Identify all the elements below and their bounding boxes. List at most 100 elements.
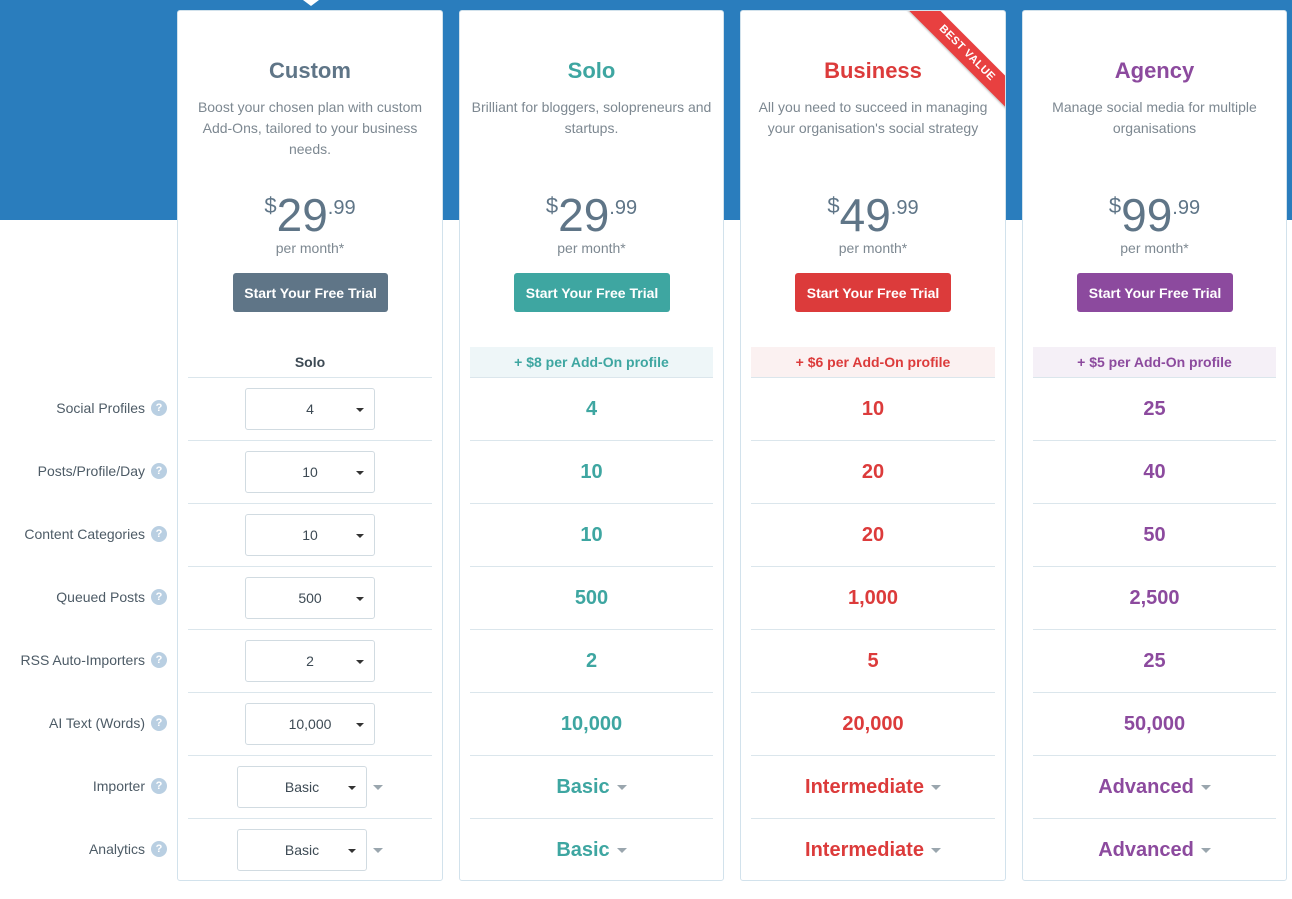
table-row: 25 [1033, 377, 1276, 440]
plan-description: Brilliant for bloggers, solopreneurs and… [471, 99, 712, 136]
help-icon[interactable]: ? [151, 588, 167, 605]
queued-posts-select[interactable]: 500 [245, 577, 375, 619]
table-row-expandable[interactable]: Intermediate [751, 818, 995, 880]
analytics-select[interactable]: Basic [237, 829, 367, 871]
table-row-expandable[interactable]: Basic [470, 818, 713, 880]
chevron-down-icon [1200, 784, 1211, 790]
help-icon[interactable]: ? [151, 399, 167, 416]
table-row: 20 [751, 503, 995, 566]
plan-price: $29.99 [545, 189, 638, 241]
per-month-label: per month* [557, 240, 626, 256]
business-values: 10 20 20 1,000 5 20,000 Intermediate Int… [751, 377, 995, 880]
table-row: 4 [470, 377, 713, 440]
plan-name: Business [824, 58, 922, 83]
table-row: 10,000 [188, 692, 432, 755]
plan-price: $49.99 [827, 189, 919, 241]
table-row: 10,000 [470, 692, 713, 755]
table-row: 40 [1033, 440, 1276, 503]
chevron-down-icon [616, 784, 627, 790]
content-categories-select[interactable]: 10 [245, 514, 375, 556]
chevron-down-icon [356, 408, 364, 412]
importer-select[interactable]: Basic [237, 766, 367, 808]
table-row: 4 [188, 377, 432, 440]
plan-name: Solo [567, 58, 616, 83]
chevron-down-icon [356, 534, 364, 538]
ai-text-select[interactable]: 10,000 [245, 703, 375, 745]
social-profiles-select[interactable]: 4 [245, 388, 375, 430]
table-row-expandable[interactable]: Intermediate [751, 755, 995, 818]
addon-price-label: + $8 per Add-On profile [470, 347, 713, 377]
table-row: 2 [470, 629, 713, 692]
help-icon[interactable]: ? [151, 777, 167, 794]
feature-label-rss-importers: RSS Auto-Importers? [0, 628, 172, 691]
chevron-down-icon [356, 723, 364, 727]
addon-price-label: + $5 per Add-On profile [1033, 347, 1276, 377]
table-row: 500 [470, 566, 713, 629]
feature-label-content-categories: Content Categories? [0, 502, 172, 565]
agency-values: 25 40 50 2,500 25 50,000 Advanced Advanc… [1033, 377, 1276, 880]
plan-card-business: BEST VALUE Business All you need to succ… [740, 10, 1006, 881]
addon-price-label: + $6 per Add-On profile [751, 347, 995, 377]
table-row: Basic [188, 755, 432, 818]
table-row: 25 [1033, 629, 1276, 692]
plan-card-custom: Custom Boost your chosen plan with custo… [177, 10, 443, 881]
expand-caret-icon[interactable] [373, 847, 383, 853]
start-trial-button-business[interactable]: Start Your Free Trial [795, 273, 951, 312]
table-row: 50 [1033, 503, 1276, 566]
chevron-down-icon [356, 471, 364, 475]
plan-description: Boost your chosen plan with custom Add-O… [197, 99, 423, 157]
table-row: 500 [188, 566, 432, 629]
table-row-expandable[interactable]: Advanced [1033, 818, 1276, 880]
plan-description: All you need to succeed in managing your… [758, 99, 988, 136]
chevron-down-icon [930, 784, 941, 790]
table-row: 1,000 [751, 566, 995, 629]
table-row: 10 [751, 377, 995, 440]
chevron-down-icon [930, 847, 941, 853]
start-trial-button-agency[interactable]: Start Your Free Trial [1077, 273, 1233, 312]
table-row: 10 [188, 503, 432, 566]
per-month-label: per month* [1120, 240, 1189, 256]
posts-per-day-select[interactable]: 10 [245, 451, 375, 493]
feature-label-ai-text: AI Text (Words)? [0, 691, 172, 754]
chevron-down-icon [348, 849, 356, 853]
chevron-down-icon [616, 847, 627, 853]
table-row: 20,000 [751, 692, 995, 755]
solo-values: 4 10 10 500 2 10,000 Basic Basic [470, 377, 713, 880]
help-icon[interactable]: ? [151, 525, 167, 542]
table-row-expandable[interactable]: Basic [470, 755, 713, 818]
per-month-label: per month* [838, 240, 908, 256]
table-row: Basic [188, 818, 432, 880]
help-icon[interactable]: ? [151, 714, 167, 731]
help-icon[interactable]: ? [151, 840, 167, 857]
plan-price: $99.99 [1108, 189, 1201, 241]
rss-importers-select[interactable]: 2 [245, 640, 375, 682]
table-row: 20 [751, 440, 995, 503]
plan-card-solo: Solo Brilliant for bloggers, solopreneur… [459, 10, 724, 881]
feature-labels: Social Profiles? Posts/Profile/Day? Cont… [0, 376, 172, 880]
plan-card-agency: Agency Manage social media for multiple … [1022, 10, 1287, 881]
feature-label-queued-posts: Queued Posts? [0, 565, 172, 628]
help-icon[interactable]: ? [151, 462, 167, 479]
plan-description: Manage social media for multiple organis… [1052, 99, 1257, 136]
table-row: 10 [470, 440, 713, 503]
feature-label-social-profiles: Social Profiles? [0, 376, 172, 439]
start-trial-button-solo[interactable]: Start Your Free Trial [514, 273, 670, 312]
expand-caret-icon[interactable] [373, 784, 383, 790]
table-row: 50,000 [1033, 692, 1276, 755]
table-row: 2 [188, 629, 432, 692]
plan-name: Agency [1114, 58, 1195, 83]
table-row: 2,500 [1033, 566, 1276, 629]
chevron-down-icon [348, 786, 356, 790]
feature-label-importer: Importer? [0, 754, 172, 817]
plan-name: Custom [269, 58, 351, 83]
table-row-expandable[interactable]: Advanced [1033, 755, 1276, 818]
table-row: 5 [751, 629, 995, 692]
selected-plan-pointer [303, 0, 319, 6]
table-row: 10 [188, 440, 432, 503]
help-icon[interactable]: ? [151, 651, 167, 668]
start-trial-button-custom[interactable]: Start Your Free Trial [233, 273, 388, 312]
feature-label-posts-per-day: Posts/Profile/Day? [0, 439, 172, 502]
chevron-down-icon [1200, 847, 1211, 853]
per-month-label: per month* [275, 240, 345, 256]
base-plan-label: Solo [294, 354, 326, 370]
